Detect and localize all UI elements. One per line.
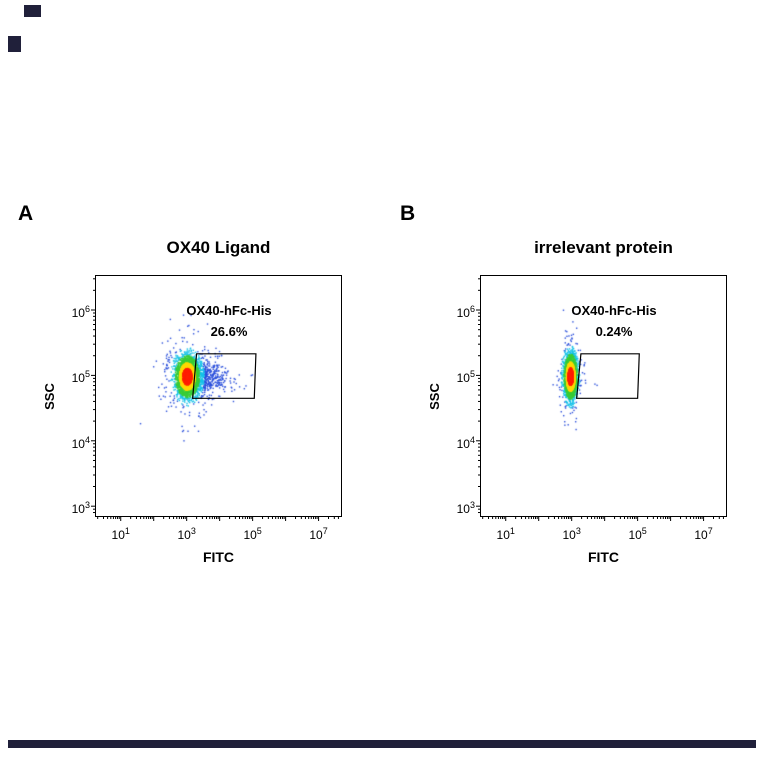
artifact-top-left-2 (8, 36, 21, 52)
y-tick-label: 105 (456, 369, 475, 386)
ssc-label: SSC (426, 382, 442, 410)
x-tick-label: 105 (243, 526, 262, 542)
density-dots-canvas (481, 276, 726, 516)
y-tick-label: 104 (456, 434, 475, 451)
panel-b-title: irrelevant protein (534, 238, 673, 257)
y-tick-label: 106 (71, 304, 90, 320)
y-tick-label: 103 (71, 500, 90, 517)
x-tick-label: 101 (496, 526, 515, 542)
density-dots-canvas (96, 276, 341, 516)
gate-percent: 26.6% (210, 324, 248, 339)
panel-b-x-axis-label: FITC (587, 549, 620, 565)
y-tick-label: 104 (71, 434, 90, 451)
x-tick-label: 105 (628, 526, 647, 542)
gate-polygon (575, 353, 640, 399)
panel-b-letter: B (400, 202, 416, 225)
panel-a-x-axis-label: FITC (202, 549, 235, 565)
artifact-bottom-bar (8, 740, 756, 748)
y-tick-label: 106 (456, 304, 475, 320)
panel-b-plot-area: OX40-hFc-His 0.24% 101 103 105 107 103 104 105… (457, 275, 727, 542)
panel-a-plot-area: OX40-hFc-His 26.6% 101 103 105 107 103 104 105… (72, 275, 342, 542)
y-tick-label: 105 (71, 369, 90, 386)
ssc-label: SSC (41, 382, 57, 410)
x-tick-label: 101 (111, 526, 130, 542)
axes-and-gate-overlay (91, 278, 339, 521)
y-tick-label: 103 (456, 500, 475, 517)
x-tick-label: 103 (562, 526, 581, 542)
panel-a-letter: A (18, 202, 34, 225)
x-tick-label: 107 (694, 526, 713, 542)
gate-polygon (191, 353, 257, 399)
x-tick-label: 103 (177, 526, 196, 542)
gate-label: OX40-hFc-His (186, 303, 272, 318)
x-tick-label: 107 (309, 526, 328, 542)
panel-a-title: OX40 Ligand (166, 238, 271, 257)
artifact-top-left-1 (24, 5, 41, 17)
gate-percent: 0.24% (595, 324, 633, 339)
axes-and-gate-overlay (476, 278, 724, 521)
gate-label: OX40-hFc-His (571, 303, 657, 318)
